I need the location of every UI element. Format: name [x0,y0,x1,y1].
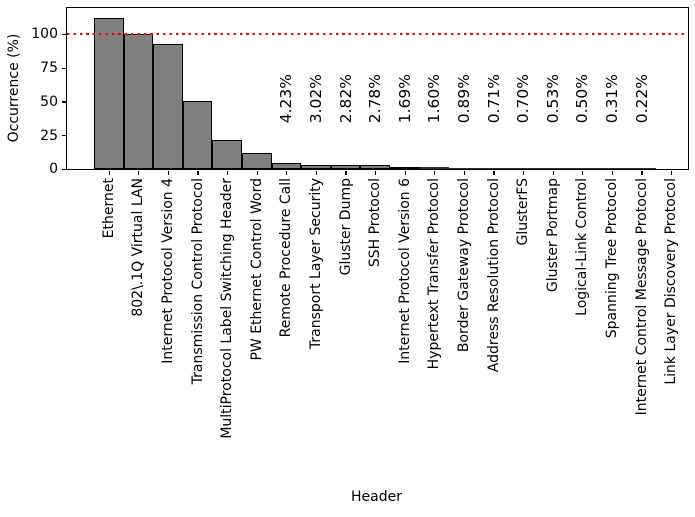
x-tick-mark-0 [108,170,110,175]
x-tick-mark-11 [434,170,436,175]
x-tick-mark-7 [315,170,317,175]
x-tick-label-8: Gluster Dump [337,177,354,276]
x-tick-label-18: Internet Control Message Protocol [633,177,650,416]
x-tick-label-0: Ethernet [100,177,117,239]
bar-value-label-12: 0.89% [455,73,473,123]
bar-1 [123,34,154,169]
bar-10 [390,166,420,169]
x-tick-mark-1 [138,170,140,175]
x-axis-label: Header [351,489,402,505]
x-tick-label-10: Internet Protocol Version 6 [396,177,413,364]
x-tick-mark-17 [611,170,613,175]
bar-12 [449,167,479,169]
x-tick-label-19: Link Layer Discovery Protocol [663,177,680,385]
x-tick-label-3: Transmission Control Protocol [189,177,206,385]
x-tick-mark-9 [375,170,377,175]
x-tick-mark-4 [227,170,229,175]
y-tick-mark-4 [62,33,66,36]
bar-9 [360,165,390,169]
bar-18 [626,168,657,169]
bar-value-label-11: 1.60% [425,73,444,123]
bar-3 [182,100,213,169]
x-tick-label-7: Transport Layer Security [307,177,324,349]
x-tick-label-4: MultiProtocol Label Switching Header [219,177,236,439]
x-tick-label-17: Spanning Tree Protocol [603,177,620,339]
bar-14 [508,168,538,169]
bar-15 [538,168,568,169]
y-tick-label-0: 0 [49,161,58,178]
bar-8 [330,165,361,169]
x-tick-mark-5 [256,170,258,175]
x-tick-label-5: PW Ethernet Control Word [248,177,265,361]
x-tick-mark-3 [197,170,199,175]
x-tick-label-13: Address Resolution Protocol [485,177,502,373]
y-tick-label-3: 75 [40,60,58,77]
x-tick-mark-16 [582,170,584,175]
bar-value-label-16: 0.50% [573,73,592,123]
x-tick-mark-12 [463,170,465,175]
bar-value-label-9: 2.78% [366,73,385,123]
bar-value-label-15: 0.53% [543,73,562,123]
x-tick-mark-6 [286,170,288,175]
bar-value-label-10: 1.69% [395,73,414,123]
bar-13 [478,168,509,169]
x-tick-label-14: GlusterFS [515,177,532,246]
x-tick-label-11: Hypertext Transfer Protocol [426,177,443,370]
bar-6 [271,163,302,169]
x-tick-label-6: Remote Procedure Call [278,177,295,338]
x-tick-mark-13 [493,170,495,175]
x-tick-label-9: SSH Protocol [367,177,384,267]
bar-value-label-14: 0.70% [514,73,533,123]
y-tick-mark-3 [62,67,66,69]
y-tick-label-1: 25 [40,127,58,144]
x-tick-label-1: 802\.1Q Virtual LAN [130,177,147,317]
x-tick-mark-15 [552,170,554,175]
bar-17 [597,168,627,169]
x-tick-label-2: Internet Protocol Version 4 [159,177,176,364]
bar-value-label-7: 3.02% [307,73,325,123]
bar-4 [212,140,242,169]
y-axis-label: Occurrence (%) [6,33,22,143]
bar-16 [567,168,598,169]
bar-value-label-18: 0.22% [632,73,651,123]
bar-7 [301,164,331,169]
bar-value-label-17: 0.31% [603,73,621,123]
x-tick-mark-8 [345,170,347,175]
x-tick-mark-2 [167,170,169,175]
x-tick-label-15: Gluster Portmap [544,177,561,292]
x-tick-label-16: Logical-Link Control [574,177,591,316]
reference-line-100-percent [67,32,688,36]
bar-value-label-13: 0.71% [484,73,503,123]
y-tick-mark-2 [62,101,66,103]
x-tick-mark-14 [523,170,525,175]
y-tick-label-2: 50 [40,93,58,110]
x-tick-mark-19 [671,170,673,175]
bar-value-label-8: 2.82% [336,73,355,123]
y-tick-mark-1 [62,135,66,137]
y-tick-mark-0 [62,168,66,170]
bar-value-label-6: 4.23% [277,73,296,123]
bar-2 [153,44,183,169]
bar-11 [419,166,450,169]
y-tick-label-4: 100 [31,26,58,43]
x-tick-label-12: Border Gateway Protocol [455,177,472,352]
plot-area: 4.23% 3.02% 2.82% 2.78% 1.69% 1.60% 0.89% 0.71%… [66,7,689,170]
x-tick-mark-10 [404,170,406,175]
bar-0 [94,17,124,169]
x-tick-mark-18 [641,170,643,175]
bar-5 [242,152,272,169]
